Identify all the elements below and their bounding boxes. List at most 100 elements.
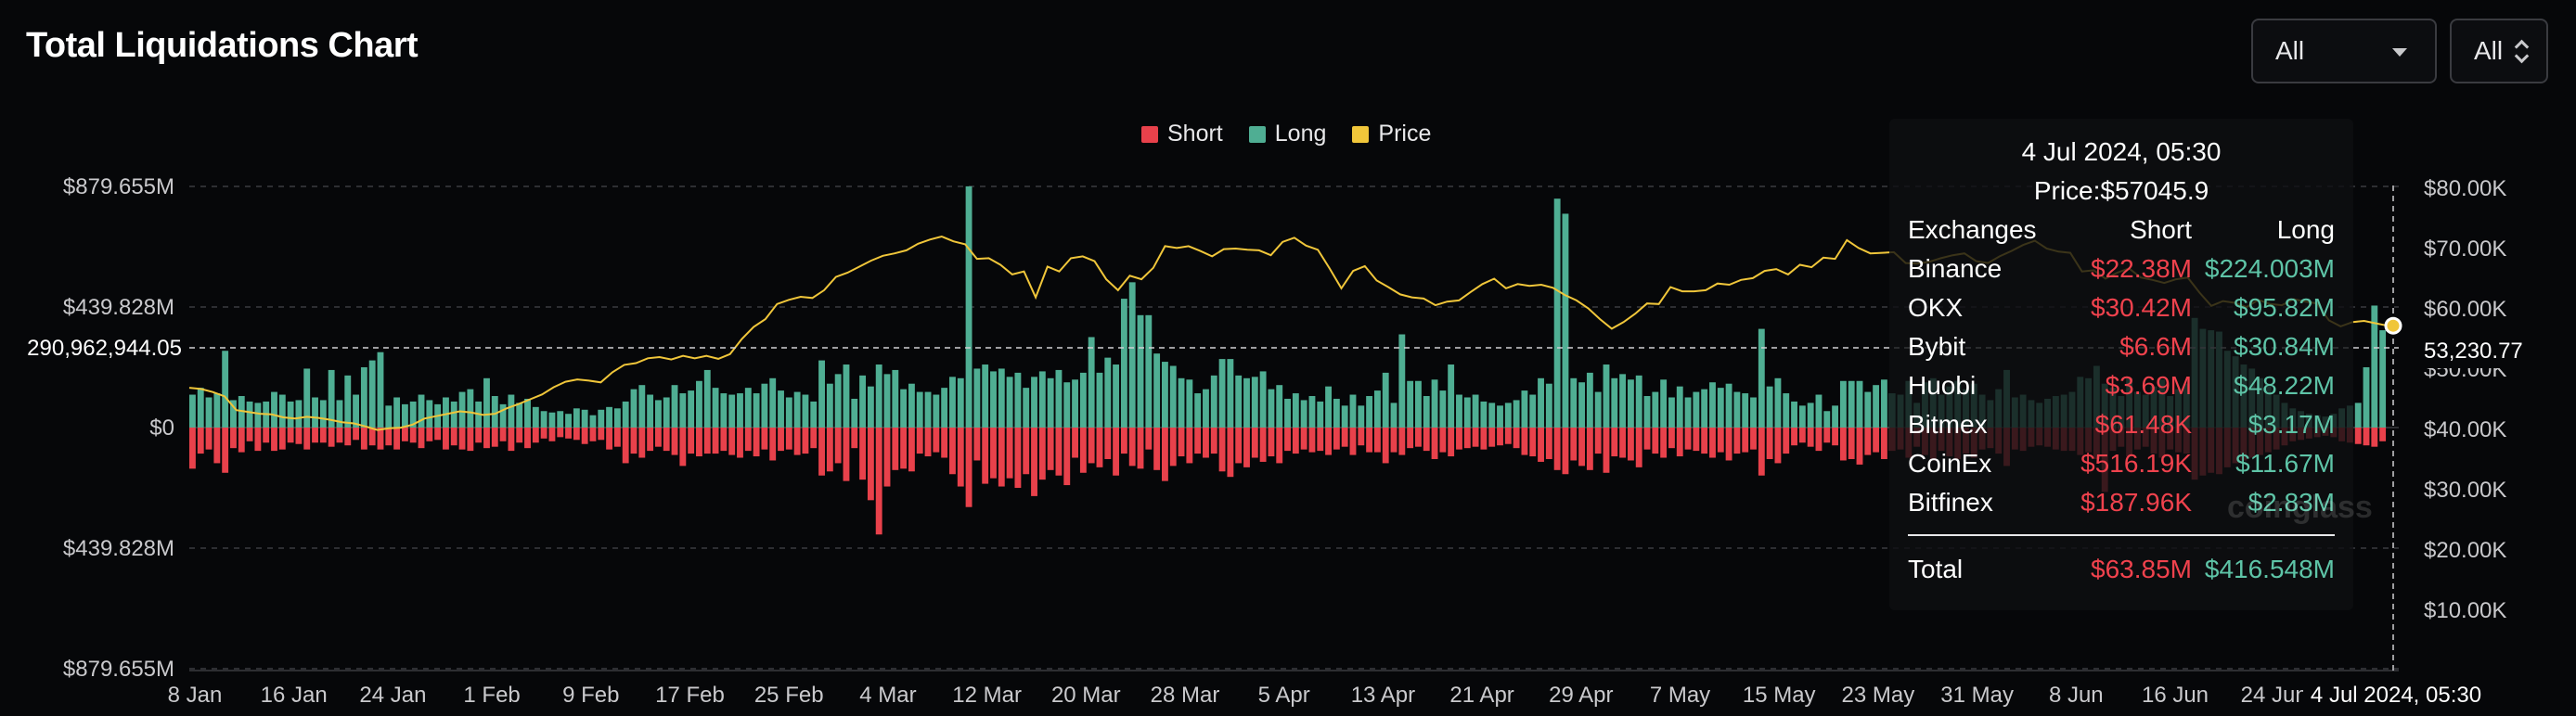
long-bar [1578,382,1586,428]
short-bar [1880,428,1887,459]
legend-item-long[interactable]: Long [1248,121,1326,147]
short-bar [1717,428,1724,453]
long-bar [1864,391,1872,428]
tooltip-total-long: $416.548M [2204,555,2335,583]
long-bar [303,368,311,428]
short-bar [1873,428,1880,453]
long-bar [802,394,809,428]
short-bar [1848,428,1855,459]
long-bar [1292,393,1299,428]
tooltip-short: $22.38M [2091,254,2192,283]
long-bar [949,377,956,428]
long-bar [761,383,768,428]
short-bar [1243,428,1250,467]
short-bar [524,428,531,449]
long-bar [1545,383,1552,428]
long-bar [728,394,736,428]
short-bar [949,428,956,475]
short-bar [238,428,245,453]
long-bar [1023,388,1030,428]
short-bar [467,428,474,452]
x-tick-label: 16 Jun [2142,683,2209,708]
long-bar [1603,364,1610,428]
y-right-tick-label: $80.00K [2424,176,2506,201]
long-bar [1308,396,1316,428]
legend-item-price[interactable]: Price [1352,121,1431,147]
short-bar [295,428,303,444]
long-bar [278,394,286,428]
x-tick-label: 24 Jun [2241,683,2308,708]
short-bar [851,428,858,449]
short-bar [778,428,784,452]
long-bar [1709,382,1716,428]
short-bar [246,428,253,441]
exchange-select[interactable]: All [2251,19,2437,83]
y-right-tick-label: $40.00K [2424,417,2506,442]
short-bar [1832,428,1839,446]
long-bar [1128,282,1136,428]
short-bar [859,428,867,480]
long-bar [916,391,923,428]
short-bar [1774,428,1782,464]
short-bar [1611,428,1618,457]
short-bar [1300,428,1307,450]
x-tick-label: 31 May [1940,683,2014,708]
long-bar [499,403,507,428]
short-bar [213,428,221,464]
short-bar [663,428,670,452]
long-bar [818,360,825,428]
long-bar [1684,397,1692,428]
short-bar [271,428,277,452]
short-bar [2371,428,2378,447]
short-bar [613,428,621,447]
short-bar [720,428,728,452]
tooltip-long: $30.84M [2234,332,2335,361]
short-bar [287,428,294,443]
long-bar [312,397,318,428]
long-bar [1373,390,1381,428]
crosshair-left-label-bg [26,331,189,365]
long-bar [1750,397,1757,428]
short-bar [312,428,318,443]
tooltip-short: $61.48K [2094,410,2192,439]
long-bar [1169,365,1177,428]
short-bar [1259,428,1267,462]
short-bar [1594,428,1602,454]
short-bar [1194,428,1202,454]
x-tick-label: 29 Apr [1549,683,1613,708]
long-bar [516,403,523,428]
x-tick-label: 12 Mar [952,683,1022,708]
long-bar [1055,369,1063,428]
short-bar [802,428,809,454]
short-bar [581,428,588,444]
short-bar [1349,428,1357,455]
short-bar [1750,428,1757,450]
short-bar [189,428,196,469]
y-left-tick-label: $439.828M [63,295,174,320]
tooltip-header-row: Exchanges Short Long [1908,215,2335,252]
long-bar [941,388,948,428]
legend-item-short[interactable]: Short [1141,121,1223,147]
long-bar [924,391,932,428]
short-bar [1709,428,1716,458]
tooltip-row: Bitmex $61.48K $3.17M [1908,410,2335,447]
coin-select[interactable]: All [2450,19,2548,83]
long-bar [1815,394,1823,428]
short-bar [1079,428,1087,473]
short-bar [1456,428,1462,450]
short-bar [769,428,777,461]
long-bar [589,415,597,428]
long-bar [630,389,638,428]
short-bar [409,428,417,443]
tooltip-exchange: Huobi [1908,371,1977,400]
short-bar [1742,428,1749,453]
short-bar [622,428,629,464]
short-bar [761,428,768,450]
long-bar [1463,397,1471,428]
long-bar [1366,396,1373,428]
long-bar [450,401,457,428]
x-tick-label: 17 Feb [655,683,725,708]
long-bar [353,394,360,428]
long-bar [1538,377,1544,428]
long-bar [744,388,752,428]
